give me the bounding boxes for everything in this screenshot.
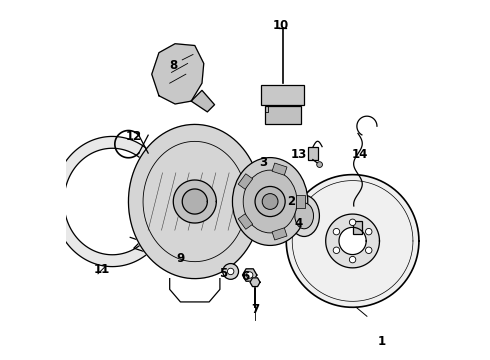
- Text: 8: 8: [169, 59, 177, 72]
- Text: 6: 6: [241, 270, 249, 283]
- Ellipse shape: [232, 158, 308, 246]
- Polygon shape: [152, 44, 204, 104]
- Polygon shape: [243, 269, 257, 281]
- Text: 1: 1: [377, 335, 385, 348]
- Bar: [238, 214, 253, 229]
- Circle shape: [349, 219, 356, 226]
- Text: 12: 12: [126, 130, 142, 144]
- Circle shape: [246, 272, 253, 278]
- Circle shape: [223, 264, 239, 279]
- Text: 7: 7: [252, 303, 260, 316]
- Text: 4: 4: [294, 216, 303, 230]
- Circle shape: [366, 247, 372, 253]
- Polygon shape: [286, 175, 419, 307]
- Text: 10: 10: [273, 19, 289, 32]
- Bar: [272, 228, 287, 240]
- Bar: [353, 221, 362, 234]
- Circle shape: [227, 268, 234, 275]
- Polygon shape: [250, 278, 260, 287]
- FancyBboxPatch shape: [261, 85, 304, 105]
- Polygon shape: [339, 227, 366, 255]
- Ellipse shape: [243, 170, 297, 233]
- Circle shape: [255, 186, 285, 217]
- Text: 11: 11: [94, 263, 110, 276]
- Text: 14: 14: [351, 148, 368, 161]
- Bar: [308, 147, 318, 160]
- FancyBboxPatch shape: [265, 107, 300, 125]
- Circle shape: [366, 228, 372, 235]
- Bar: [296, 195, 305, 208]
- Circle shape: [349, 256, 356, 263]
- Ellipse shape: [295, 203, 314, 229]
- Polygon shape: [182, 189, 207, 214]
- Text: 9: 9: [176, 252, 185, 265]
- Circle shape: [333, 228, 340, 235]
- Circle shape: [262, 194, 278, 210]
- Text: 3: 3: [259, 156, 267, 168]
- Polygon shape: [326, 214, 379, 268]
- Text: 13: 13: [291, 148, 307, 161]
- Circle shape: [333, 247, 340, 253]
- Text: 2: 2: [288, 195, 295, 208]
- Polygon shape: [173, 180, 216, 223]
- Polygon shape: [128, 125, 261, 279]
- Circle shape: [317, 162, 322, 167]
- Polygon shape: [53, 136, 161, 267]
- Ellipse shape: [289, 195, 319, 237]
- Bar: [238, 174, 253, 189]
- Text: 5: 5: [220, 267, 228, 280]
- Polygon shape: [191, 90, 215, 112]
- Bar: [272, 163, 287, 175]
